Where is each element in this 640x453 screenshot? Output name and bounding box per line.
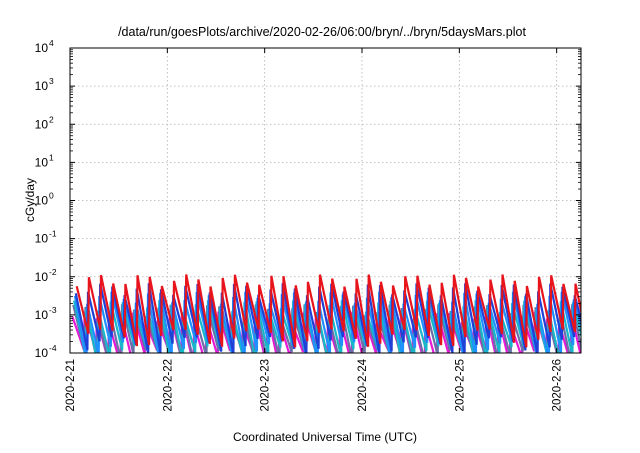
x-tick-label: 2020-2-23 — [260, 359, 272, 411]
y-tick-exponent: 4 — [49, 38, 54, 48]
y-tick-exponent: 1 — [49, 152, 54, 162]
y-tick-exponent: 2 — [49, 114, 54, 124]
y-tick-label: 10 — [35, 79, 49, 93]
y-tick-label: 10 — [35, 117, 49, 131]
x-axis: 2020-2-21 2020-2-22 2020-2-23 2020-2-24 2020… — [65, 48, 564, 411]
chart-title: /data/run/goesPlots/archive/2020-02-26/0… — [118, 25, 526, 39]
x-tick-label: 2020-2-26 — [552, 359, 564, 411]
y-tick-label: 10 — [35, 232, 49, 246]
y-tick-exponent: -1 — [49, 229, 57, 239]
y-tick-exponent: 3 — [49, 76, 54, 86]
x-tick-label: 2020-2-21 — [65, 359, 77, 411]
y-tick-label: 10 — [35, 155, 49, 169]
y-tick-exponent: -3 — [49, 305, 57, 315]
y-tick-label: 10 — [35, 308, 49, 322]
series-line — [75, 274, 581, 348]
y-tick-label: 10 — [35, 270, 49, 284]
x-tick-label: 2020-2-24 — [357, 358, 369, 411]
y-tick-label: 10 — [35, 194, 49, 208]
y-tick-label: 10 — [35, 41, 49, 55]
series-layer — [71, 274, 581, 353]
y-tick-exponent: -4 — [49, 343, 57, 353]
x-tick-label: 2020-2-22 — [162, 359, 174, 411]
y-tick-label: 10 — [35, 346, 49, 360]
x-axis-label: Coordinated Universal Time (UTC) — [233, 430, 417, 444]
y-axis-label: cGy/day — [23, 178, 37, 222]
x-tick-label: 2020-2-25 — [454, 359, 466, 411]
y-tick-exponent: -2 — [49, 267, 57, 277]
y-tick-exponent: 0 — [49, 191, 54, 201]
